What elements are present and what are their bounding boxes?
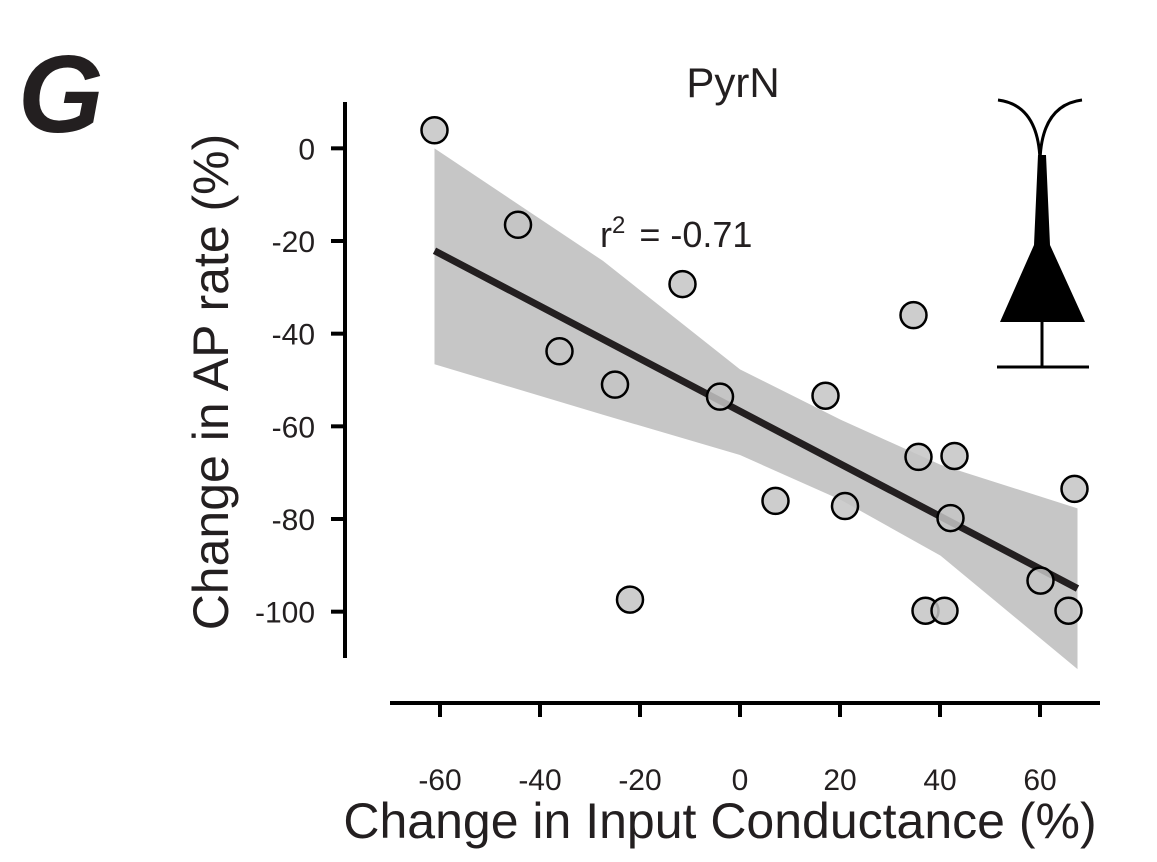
confidence-band	[434, 148, 1078, 670]
y-tick-label: -20	[272, 226, 315, 259]
dendrites	[997, 98, 1083, 161]
point	[940, 441, 969, 471]
point	[761, 486, 790, 516]
annotation-base: r	[600, 214, 612, 255]
x-tick-label: -60	[418, 764, 461, 797]
x-tick-label: -40	[518, 764, 561, 797]
point	[668, 269, 697, 299]
x-tick-label: 60	[1023, 764, 1056, 797]
point	[420, 116, 449, 145]
point	[830, 491, 860, 521]
y-tick-label: 0	[298, 133, 315, 166]
y-axis-label: Change in AP rate (%)	[183, 134, 239, 631]
y-tick-label: -100	[255, 597, 315, 630]
point	[811, 381, 840, 411]
annotation-sup: 2	[612, 212, 625, 239]
point	[705, 382, 735, 411]
point	[904, 442, 933, 472]
point	[1060, 474, 1089, 504]
point	[545, 337, 574, 366]
point	[930, 596, 959, 625]
neuron-icon	[997, 98, 1089, 369]
annotation-rest: = -0.71	[639, 214, 752, 255]
panel-label: G	[18, 33, 104, 156]
point	[503, 210, 533, 240]
point	[615, 585, 645, 614]
point	[1054, 596, 1083, 625]
y-tick-label: -40	[272, 319, 315, 352]
point	[1026, 566, 1055, 595]
annotation: r2 = -0.71	[600, 212, 752, 255]
y-tick-label: -80	[272, 504, 315, 537]
point	[600, 370, 630, 399]
x-axis-label: Change in Input Conductance (%)	[343, 793, 1096, 849]
x-tick-label: 0	[732, 764, 749, 797]
x-tick-label: -20	[618, 764, 661, 797]
fit-line	[432, 247, 1080, 592]
chart-title: PyrN	[686, 59, 779, 106]
x-tick-label: 20	[823, 764, 856, 797]
soma	[1000, 155, 1085, 322]
x-tick-label: 40	[923, 764, 956, 797]
point	[936, 503, 965, 533]
point	[899, 300, 928, 330]
y-tick-label: -60	[272, 411, 315, 444]
